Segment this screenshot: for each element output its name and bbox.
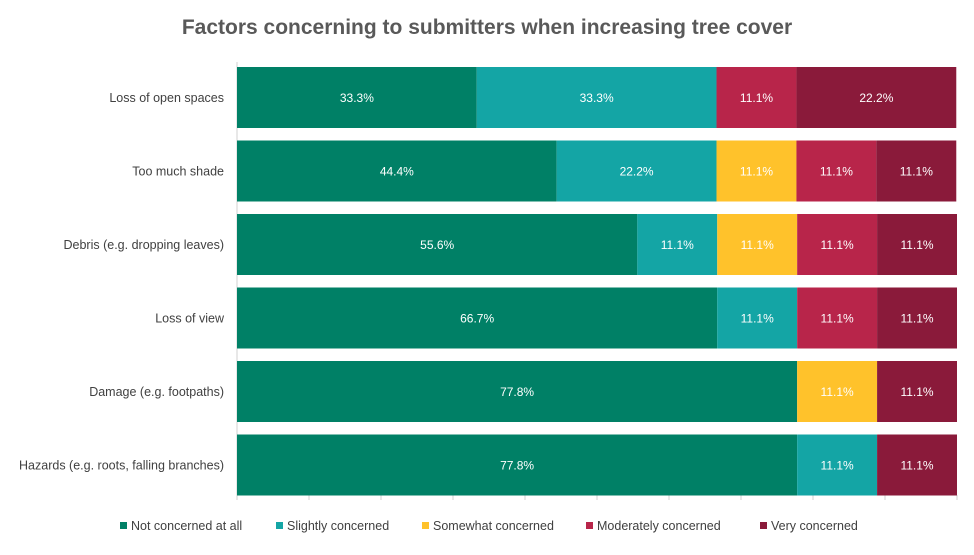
legend-swatch (760, 522, 767, 529)
data-label: 11.1% (661, 238, 694, 252)
bar-segment (237, 140, 557, 202)
data-label: 11.1% (900, 312, 933, 326)
bar-segment (556, 140, 717, 202)
bar-segment (877, 214, 957, 275)
data-label: 22.2% (620, 165, 654, 179)
legend-swatch (120, 522, 127, 529)
bar-segment (637, 214, 718, 275)
legend-label: Moderately concerned (597, 519, 721, 533)
bar-segment (797, 287, 878, 349)
bar-segment (877, 361, 957, 422)
bar-segment (797, 434, 878, 496)
data-label: 33.3% (340, 91, 374, 105)
data-label: 11.1% (740, 91, 773, 105)
data-label: 11.1% (741, 312, 774, 326)
bar-segment (716, 67, 797, 128)
bar-segment (717, 287, 798, 349)
category-label: Debris (e.g. dropping leaves) (64, 238, 225, 252)
legend: Not concerned at all Slightly concerned So… (120, 519, 858, 533)
bar-segment (717, 214, 798, 275)
legend-label: Slightly concerned (287, 519, 389, 533)
data-label: 11.1% (821, 312, 854, 326)
data-label: 33.3% (580, 91, 614, 105)
bar-segment (796, 67, 957, 128)
bar-segment (237, 361, 798, 422)
data-label: 66.7% (460, 312, 494, 326)
legend-swatch (586, 522, 593, 529)
data-label: 11.1% (820, 165, 853, 179)
data-label: 22.2% (859, 91, 893, 105)
data-label: 11.1% (900, 238, 933, 252)
bar-segment (237, 287, 718, 349)
data-label: 11.1% (900, 165, 933, 179)
legend-swatch (422, 522, 429, 529)
data-label: 11.1% (900, 385, 933, 399)
data-label: 11.1% (740, 165, 773, 179)
legend-label: Not concerned at all (131, 519, 242, 533)
data-label: 55.6% (420, 238, 454, 252)
data-label: 11.1% (821, 459, 854, 473)
bar-segment (877, 434, 957, 496)
bar-segment (796, 140, 877, 202)
legend-label: Very concerned (771, 519, 858, 533)
data-label: 77.8% (500, 459, 534, 473)
category-label: Loss of view (155, 312, 225, 326)
bar-segment (476, 67, 717, 128)
data-label: 77.8% (500, 385, 534, 399)
category-label: Too much shade (132, 165, 224, 179)
data-label: 44.4% (380, 165, 414, 179)
bar-segment (237, 214, 638, 275)
bar-segment (716, 140, 797, 202)
bars: 33.3% 33.3% 11.1% 22.2% 44.4% 22.2% 11.1% 11.1%… (237, 67, 957, 496)
data-label: 11.1% (741, 238, 774, 252)
chart-title: Factors concerning to submitters when in… (182, 16, 792, 39)
data-label: 11.1% (821, 238, 854, 252)
legend-swatch (276, 522, 283, 529)
data-label: 11.1% (900, 459, 933, 473)
category-label: Loss of open spaces (109, 91, 224, 105)
bar-segment (877, 287, 957, 349)
category-label: Hazards (e.g. roots, falling branches) (19, 459, 224, 473)
bar-segment (237, 67, 477, 128)
category-labels: Loss of open spaces Too much shade Debris … (19, 91, 225, 473)
bar-segment (237, 434, 798, 496)
legend-label: Somewhat concerned (433, 519, 554, 533)
bar-segment (876, 140, 957, 202)
bar-segment (797, 361, 878, 422)
bar-segment (797, 214, 878, 275)
data-label: 11.1% (821, 385, 854, 399)
category-label: Damage (e.g. footpaths) (89, 385, 224, 399)
